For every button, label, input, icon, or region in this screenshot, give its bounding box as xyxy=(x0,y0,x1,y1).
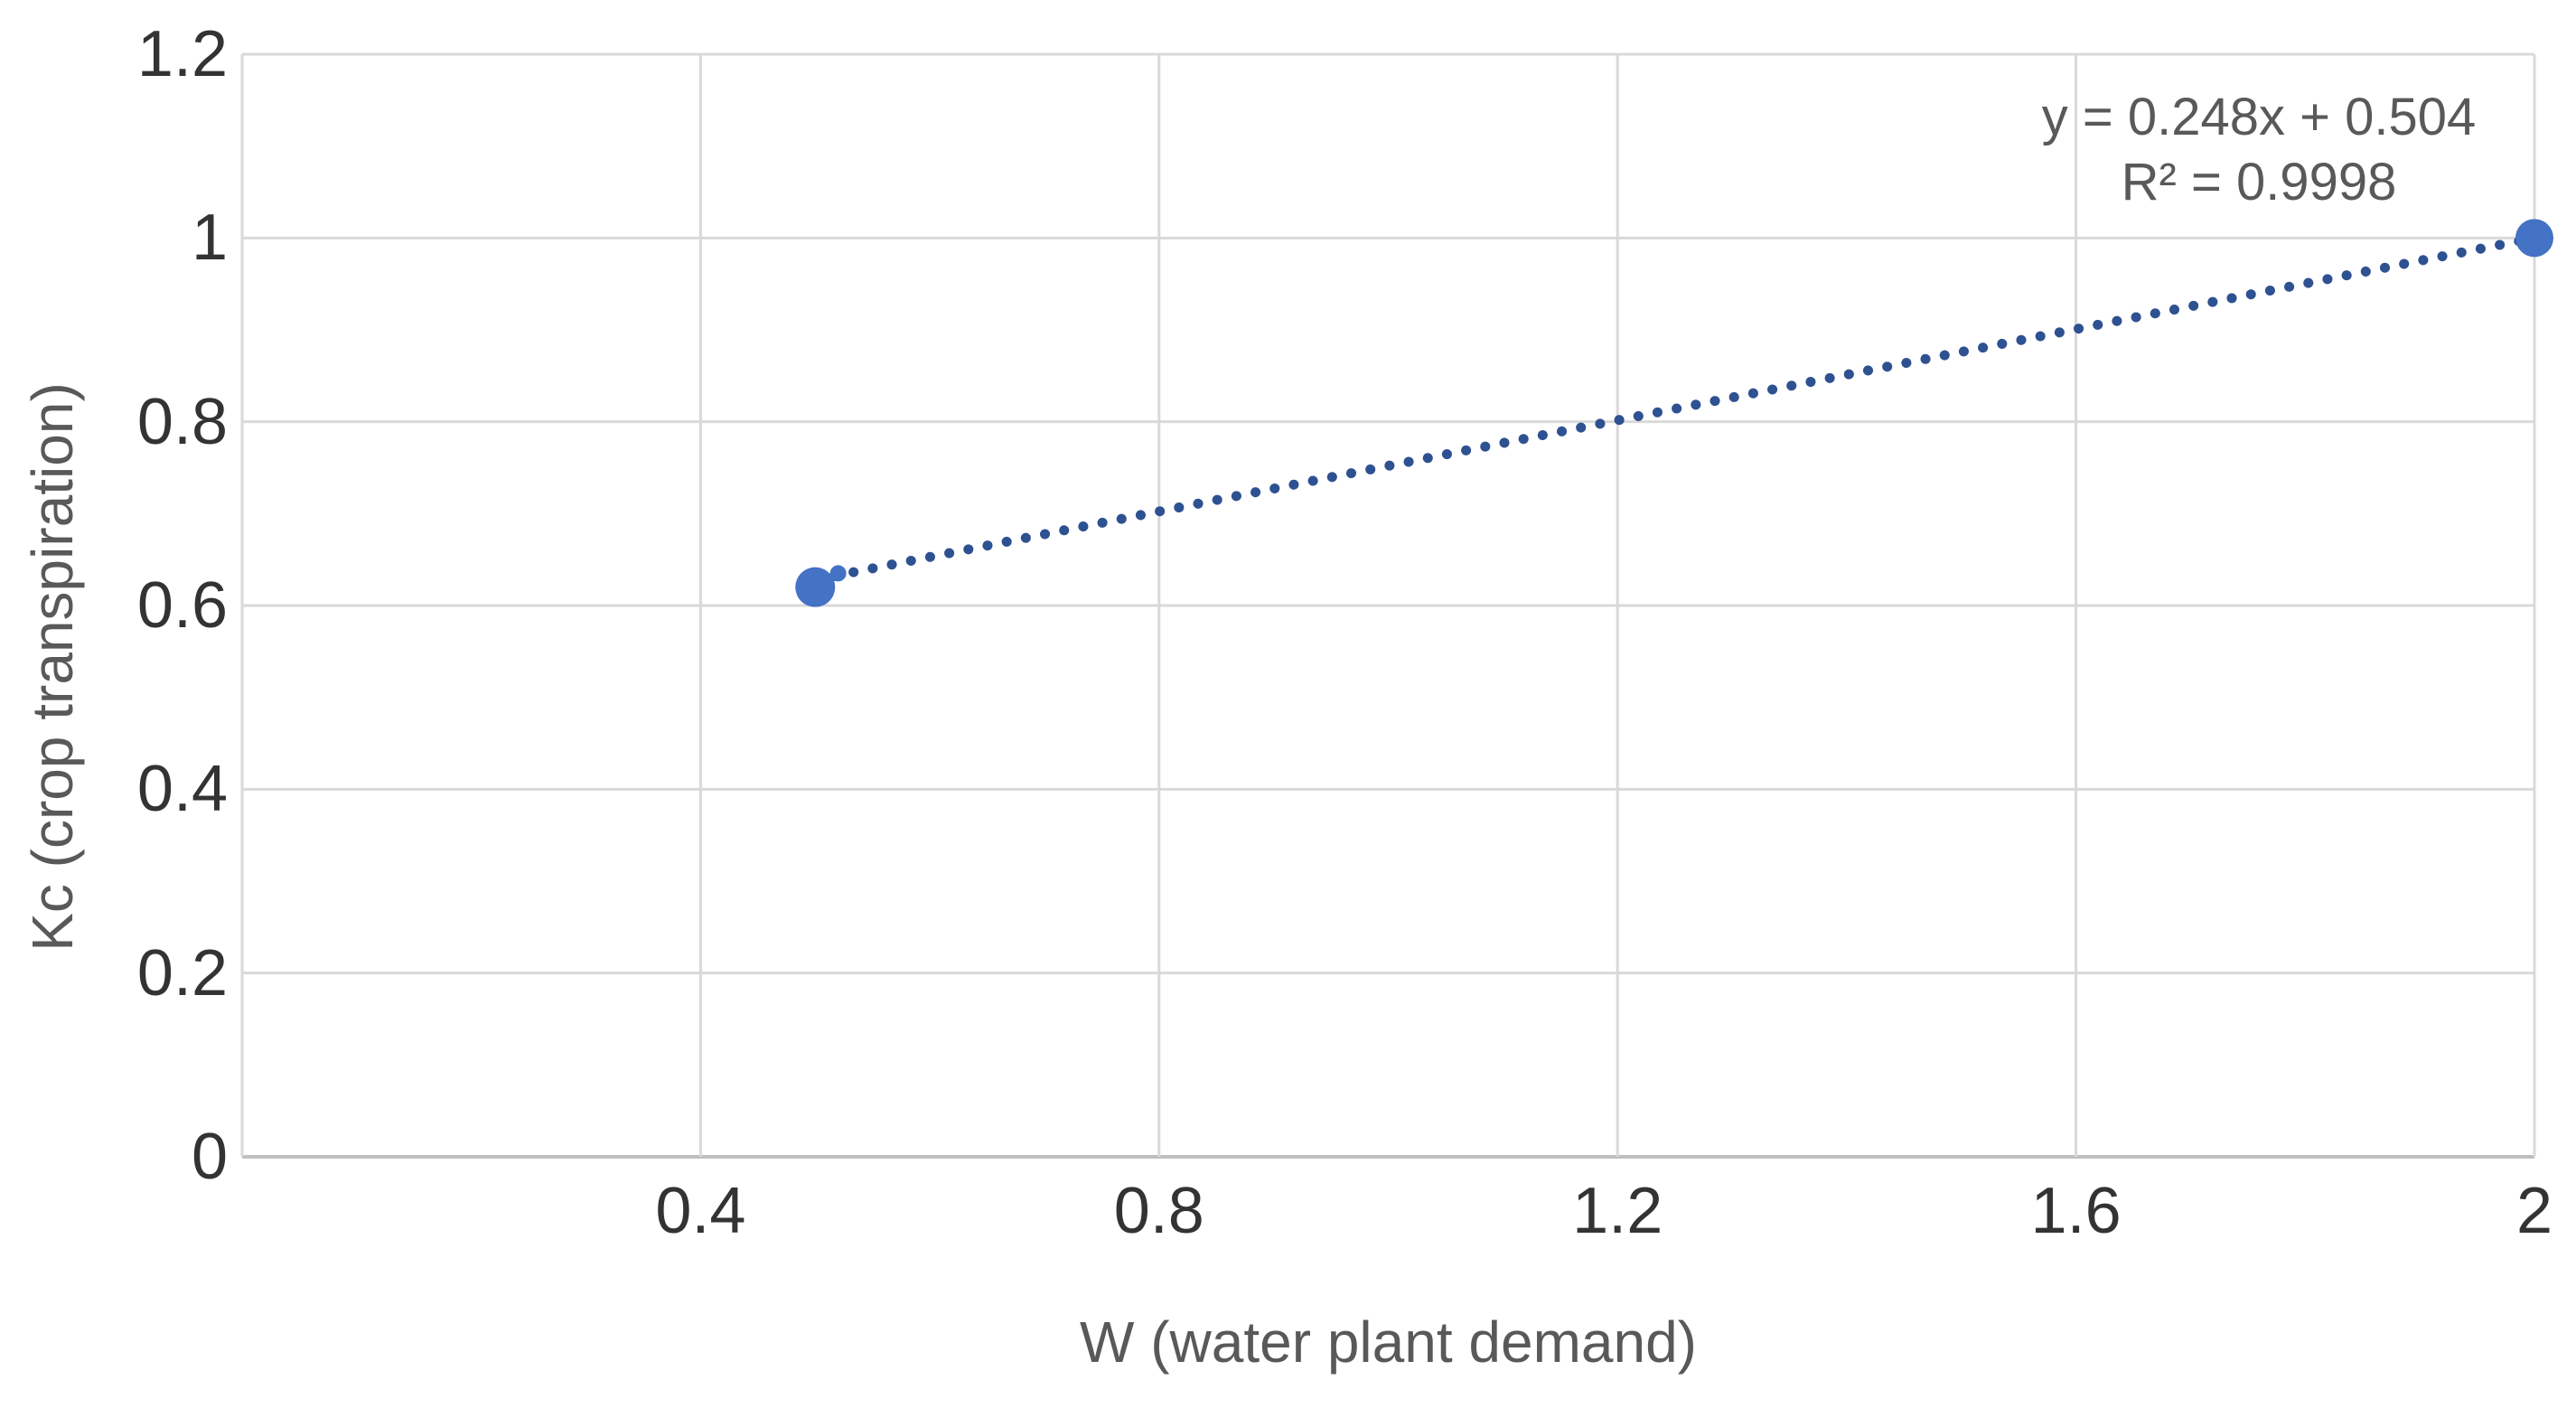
y-tick-label: 1.2 xyxy=(136,18,228,90)
data-point xyxy=(2515,219,2553,258)
x-tick-label: 1.6 xyxy=(2030,1175,2122,1247)
x-tick-label: 0.8 xyxy=(1113,1175,1204,1247)
x-axis-title: W (water plant demand) xyxy=(1080,1310,1697,1375)
y-tick-label: 0.2 xyxy=(136,936,228,1009)
x-tick-label: 0.4 xyxy=(655,1175,746,1247)
trendline-equation-label: y = 0.248x + 0.504 R² = 0.9998 xyxy=(1988,85,2530,215)
data-point xyxy=(795,567,836,607)
trendline-dotted xyxy=(810,232,2540,586)
y-tick-label: 0.6 xyxy=(136,569,228,642)
x-tick-label: 1.2 xyxy=(1572,1175,1663,1247)
y-tick-label: 0 xyxy=(191,1121,228,1193)
data-point xyxy=(829,565,847,582)
y-axis-title: Kc (crop transpiration) xyxy=(20,382,85,952)
y-tick-label: 1 xyxy=(191,202,228,275)
trendline-r-squared: R² = 0.9998 xyxy=(2121,153,2397,211)
y-tick-label: 0.8 xyxy=(136,385,228,458)
y-tick-label: 0.4 xyxy=(136,753,228,826)
x-tick-label: 2 xyxy=(2515,1175,2553,1247)
trendline-equation: y = 0.248x + 0.504 xyxy=(2041,88,2477,146)
